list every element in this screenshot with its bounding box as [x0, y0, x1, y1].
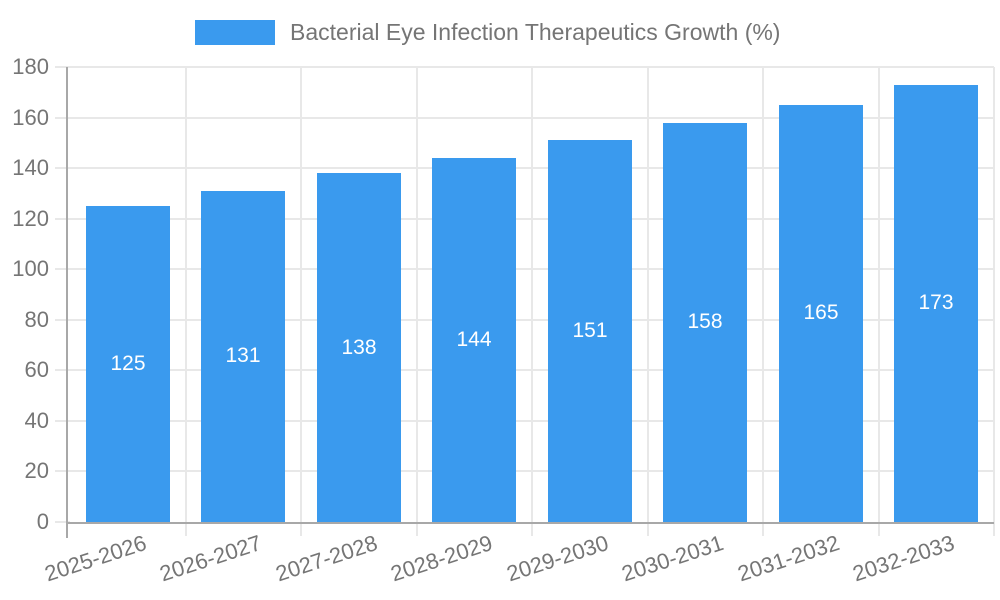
- y-axis-label: 60: [24, 357, 49, 382]
- y-axis-tick: [55, 268, 70, 270]
- bar-value-label: 158: [687, 310, 723, 333]
- y-axis-tick: [55, 420, 70, 422]
- x-axis-tick: [762, 522, 764, 536]
- x-axis-tick: [185, 522, 187, 536]
- bar-value-label: 151: [572, 319, 608, 342]
- bar-2029-2030[interactable]: [548, 140, 632, 522]
- x-gridline: [416, 67, 418, 522]
- y-axis-label: 80: [24, 307, 49, 332]
- x-gridline: [531, 67, 533, 522]
- y-axis-tick: [55, 218, 70, 220]
- x-axis-tick: [531, 522, 533, 536]
- y-axis-label: 100: [12, 256, 49, 281]
- bar-2028-2029[interactable]: [432, 158, 516, 522]
- y-axis-tick: [55, 167, 70, 169]
- bar-2030-2031[interactable]: [663, 123, 747, 522]
- y-axis-tick: [55, 66, 70, 68]
- y-axis-tick: [55, 117, 70, 119]
- chart-legend: Bacterial Eye Infection Therapeutics Gro…: [195, 17, 780, 48]
- x-gridline: [993, 67, 995, 522]
- x-axis-tick: [878, 522, 880, 536]
- bar-value-label: 138: [341, 336, 377, 359]
- y-axis-label: 20: [24, 458, 49, 483]
- x-axis-tick: [416, 522, 418, 536]
- x-gridline: [185, 67, 187, 522]
- y-axis-label: 40: [24, 408, 49, 433]
- y-axis-tick: [55, 521, 70, 523]
- x-gridline: [300, 67, 302, 522]
- x-axis-baseline: [66, 522, 994, 524]
- x-gridline: [647, 67, 649, 522]
- bar-2031-2032[interactable]: [779, 105, 863, 522]
- x-axis-tick: [647, 522, 649, 536]
- bar-2032-2033[interactable]: [894, 85, 978, 522]
- bar-2027-2028[interactable]: [317, 173, 401, 522]
- legend-label: Bacterial Eye Infection Therapeutics Gro…: [290, 19, 781, 45]
- x-gridline: [878, 67, 880, 522]
- x-axis-tick: [993, 522, 995, 536]
- x-axis-tick: [300, 522, 302, 536]
- bar-2025-2026[interactable]: [86, 206, 170, 522]
- bar-value-label: 125: [110, 352, 146, 375]
- bar-value-label: 144: [456, 328, 492, 351]
- x-gridline: [762, 67, 764, 522]
- y-axis-label: 160: [12, 105, 49, 130]
- bar-value-label: 165: [803, 301, 839, 324]
- y-axis-tick: [55, 319, 70, 321]
- y-axis-label: 120: [12, 206, 49, 231]
- y-axis-line: [66, 67, 68, 538]
- y-axis-label: 0: [36, 509, 49, 534]
- bar-2026-2027[interactable]: [201, 191, 285, 522]
- bar-value-label: 173: [918, 291, 954, 314]
- legend-swatch: [195, 20, 275, 45]
- y-axis-tick: [55, 470, 70, 472]
- y-axis-tick: [55, 369, 70, 371]
- y-axis-label: 180: [12, 54, 49, 79]
- y-axis-label: 140: [12, 155, 49, 180]
- bar-value-label: 131: [225, 344, 261, 367]
